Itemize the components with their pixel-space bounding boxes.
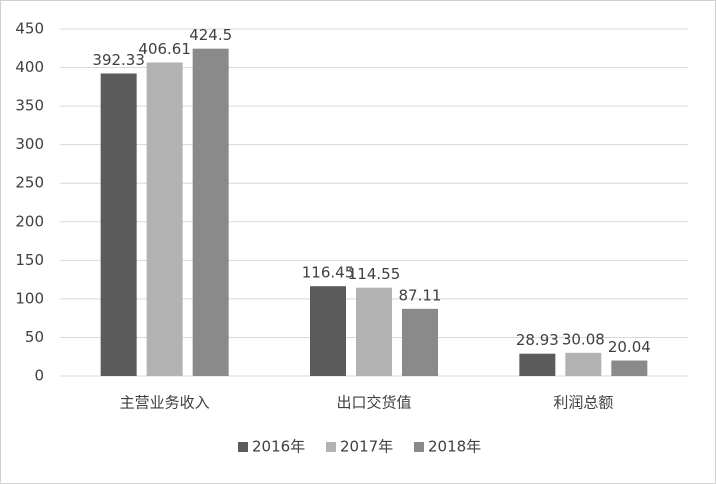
y-tick-label: 50: [25, 328, 44, 346]
value-label: 424.5: [189, 26, 232, 44]
y-tick-label: 400: [15, 58, 44, 76]
x-tick-label: 出口交货值: [336, 394, 411, 412]
x-tick-label: 主营业务收入: [120, 394, 210, 412]
bar: [519, 353, 556, 376]
bar: [402, 308, 438, 376]
x-tick-label: 利润总额: [553, 394, 613, 412]
value-label: 116.45: [302, 264, 355, 282]
bar: [192, 48, 229, 377]
legend-label: 2017年: [340, 438, 393, 456]
bar: [611, 360, 648, 376]
y-tick-label: 450: [15, 20, 44, 38]
y-tick-label: 200: [15, 212, 44, 230]
y-tick-label: 0: [34, 367, 44, 385]
y-tick-label: 300: [15, 135, 44, 153]
y-tick-label: 100: [15, 289, 44, 307]
value-label: 30.08: [562, 330, 605, 348]
value-label: 406.61: [138, 40, 191, 58]
legend-swatch: [326, 442, 336, 452]
legend-swatch: [414, 442, 424, 452]
bar: [310, 286, 346, 376]
legend-swatch: [238, 442, 248, 452]
bar: [100, 73, 137, 377]
bar: [565, 352, 602, 376]
legend-label: 2016年: [252, 438, 305, 456]
value-label: 28.93: [516, 331, 559, 349]
bar: [146, 62, 183, 377]
y-tick-label: 250: [15, 174, 44, 192]
value-label: 20.04: [608, 338, 651, 356]
value-label: 114.55: [348, 265, 401, 283]
bar: [356, 287, 392, 376]
y-tick-label: 350: [15, 97, 44, 115]
legend-label: 2018年: [428, 438, 481, 456]
value-label: 392.33: [92, 51, 145, 69]
y-tick-label: 150: [15, 251, 44, 269]
value-label: 87.11: [399, 286, 442, 304]
